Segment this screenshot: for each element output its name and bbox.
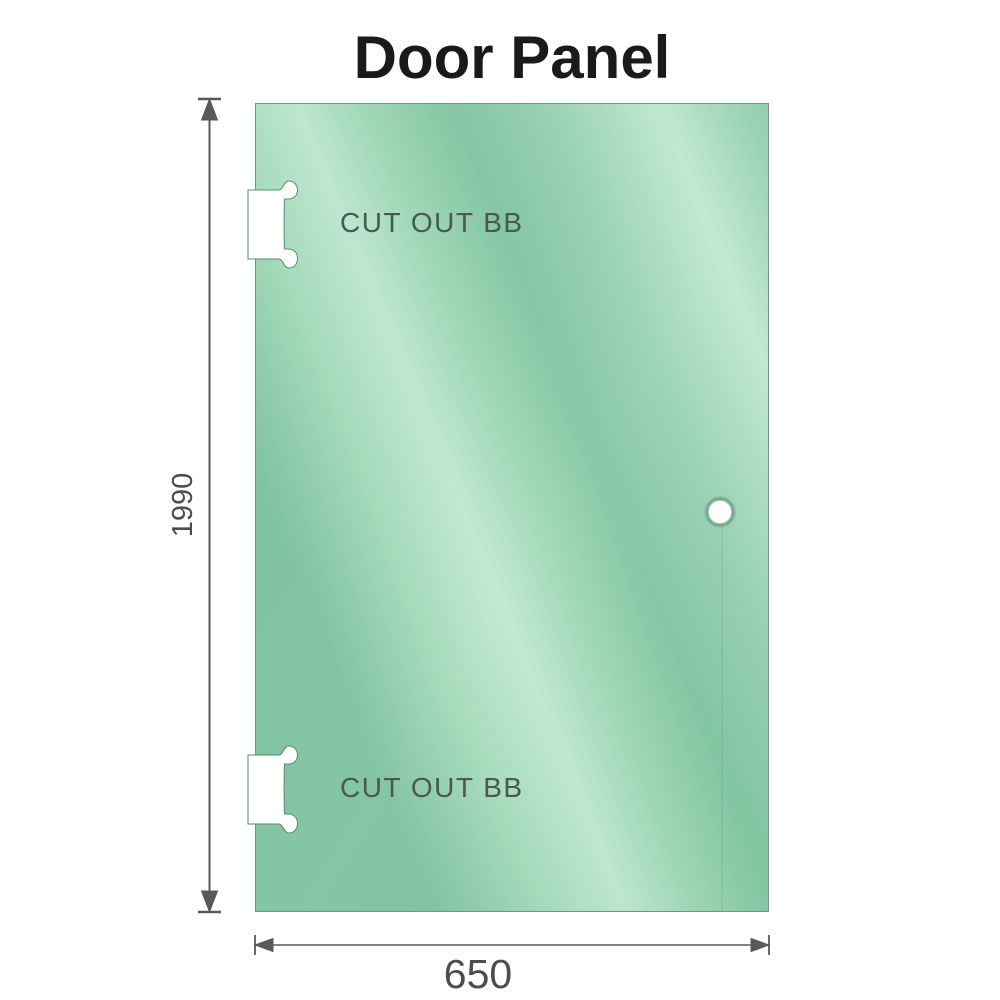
- svg-text:CUT OUT BB: CUT OUT BB: [340, 772, 524, 803]
- svg-text:Door Panel: Door Panel: [354, 24, 671, 91]
- svg-text:650: 650: [444, 951, 512, 997]
- svg-text:CUT OUT BB: CUT OUT BB: [340, 207, 524, 238]
- svg-text:1990: 1990: [167, 473, 199, 538]
